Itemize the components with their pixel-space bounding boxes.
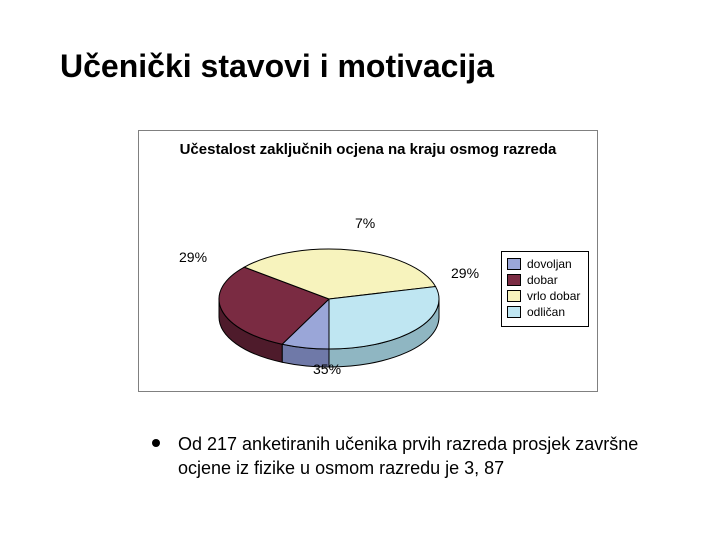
legend-item: dobar xyxy=(507,273,583,287)
legend-item: odličan xyxy=(507,305,583,319)
bullet-item: Od 217 anketiranih učenika prvih razreda… xyxy=(152,432,648,480)
legend-swatch xyxy=(507,306,521,318)
legend-swatch xyxy=(507,258,521,270)
legend-item: vrlo dobar xyxy=(507,289,583,303)
legend: dovoljan dobar vrlo dobar odličan xyxy=(501,251,589,327)
legend-label: dobar xyxy=(527,273,558,287)
chart-title: Učestalost zaključnih ocjena na kraju os… xyxy=(139,141,597,158)
pie-data-label: 7% xyxy=(355,215,375,231)
legend-item: dovoljan xyxy=(507,257,583,271)
legend-label: dovoljan xyxy=(527,257,572,271)
legend-label: odličan xyxy=(527,305,565,319)
pie-data-label: 29% xyxy=(451,265,479,281)
legend-swatch xyxy=(507,290,521,302)
bullet-dot-icon xyxy=(152,439,160,447)
bullet-text: Od 217 anketiranih učenika prvih razreda… xyxy=(178,432,648,480)
page-title: Učenički stavovi i motivacija xyxy=(60,48,494,85)
pie-data-label: 29% xyxy=(179,249,207,265)
slide: Učenički stavovi i motivacija Učestalost… xyxy=(0,0,720,540)
legend-label: vrlo dobar xyxy=(527,289,580,303)
pie-data-label: 35% xyxy=(313,361,341,377)
legend-swatch xyxy=(507,274,521,286)
chart-frame: Učestalost zaključnih ocjena na kraju os… xyxy=(138,130,598,392)
